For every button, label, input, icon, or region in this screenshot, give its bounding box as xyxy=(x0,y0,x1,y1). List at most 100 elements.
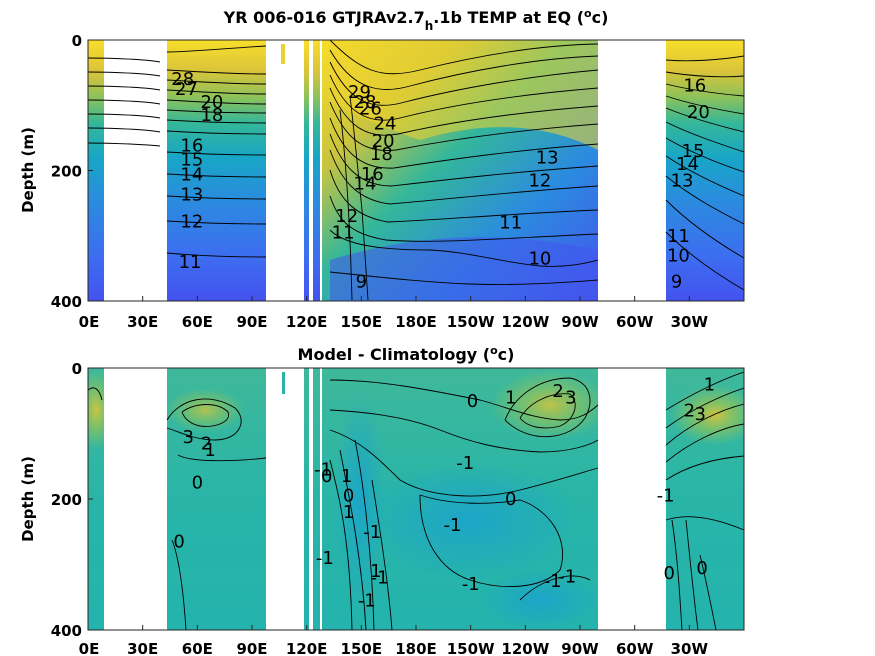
x-tick-label: 120E xyxy=(286,313,328,331)
contour-label: 2 xyxy=(552,381,563,402)
x-tick-label: 90E xyxy=(236,640,267,656)
x-tick-label: 30E xyxy=(127,313,158,331)
contour-label: 11 xyxy=(179,252,202,273)
x-tick-label: 30E xyxy=(127,640,158,656)
contour-label: 0 xyxy=(192,473,203,494)
x-tick-label: 180E xyxy=(395,640,437,656)
contour-label: 16 xyxy=(180,136,203,157)
x-tick-label: 30W xyxy=(671,313,709,331)
contour-label: 11 xyxy=(499,213,522,234)
contour-label: -1 xyxy=(443,515,461,536)
y-tick-label: 0 xyxy=(72,360,82,378)
x-tick-label: 180E xyxy=(395,313,437,331)
contour-label: 15 xyxy=(180,149,203,170)
x-tick-label: 120W xyxy=(501,313,549,331)
contour-label: 12 xyxy=(528,170,551,191)
contour-label: 10 xyxy=(528,249,551,270)
panel1-contour-labels: 2827201816151413121129282624201816141211… xyxy=(171,69,710,292)
y-tick-label: 0 xyxy=(72,32,82,50)
contour-label: 14 xyxy=(180,164,203,185)
x-tick-label: 90W xyxy=(561,640,599,656)
x-tick-label: 150E xyxy=(341,640,383,656)
panel1-contours xyxy=(88,40,744,301)
contour-label: 27 xyxy=(175,79,198,100)
contour-label: 0 xyxy=(467,391,478,412)
y-tick-label: 200 xyxy=(51,163,82,181)
y-tick-label: 200 xyxy=(51,491,82,509)
x-tick-label: 120E xyxy=(286,640,328,656)
contour-label: 2 xyxy=(201,433,212,454)
contour-label: 16 xyxy=(683,76,706,97)
contour-label: 3 xyxy=(182,427,193,448)
contour-label: 24 xyxy=(374,114,397,135)
panel1-y-ticks: 0 200 400 xyxy=(51,32,93,311)
x-tick-label: 30W xyxy=(671,640,709,656)
contour-label: 1 xyxy=(704,374,715,395)
contour-label: 28 xyxy=(354,92,377,113)
contour-label: -1 xyxy=(544,571,562,592)
x-tick-label: 0E xyxy=(79,640,100,656)
contour-label: 0 xyxy=(321,466,332,487)
y-tick-label: 400 xyxy=(51,293,82,311)
panel1-ylabel: Depth (m) xyxy=(19,127,37,213)
contour-label: 18 xyxy=(200,105,223,126)
contour-label: 0 xyxy=(664,563,675,584)
contour-label: 2 xyxy=(684,401,695,422)
x-tick-label: 60W xyxy=(616,640,654,656)
contour-label: 12 xyxy=(180,211,203,232)
contour-label: -1 xyxy=(558,566,576,587)
y-tick-label: 400 xyxy=(51,622,82,640)
contour-label: 13 xyxy=(180,185,203,206)
contour-label: 29 xyxy=(348,82,371,103)
x-tick-label: 90W xyxy=(561,313,599,331)
x-tick-label: 60E xyxy=(182,313,213,331)
contour-label: 9 xyxy=(356,271,367,292)
x-tick-label: 120W xyxy=(501,640,549,656)
contour-label: -1 xyxy=(371,568,389,589)
contour-label: 11 xyxy=(332,222,355,243)
contour-label: 16 xyxy=(361,164,384,185)
x-tick-label: 150W xyxy=(447,313,495,331)
x-tick-label: 90E xyxy=(236,313,267,331)
contour-label: -1 xyxy=(363,522,381,543)
contour-label: 13 xyxy=(536,147,559,168)
x-tick-label: 150E xyxy=(341,313,383,331)
panel2-title: Model - Climatology (oc) xyxy=(298,344,515,365)
contour-label: 14 xyxy=(676,154,699,175)
contour-label: 9 xyxy=(671,271,682,292)
panel1-field: 2827201816151413121129282624201816141211… xyxy=(88,40,744,301)
contour-label: 3 xyxy=(695,404,706,425)
x-tick-label: 60E xyxy=(182,640,213,656)
contour-label: 18 xyxy=(370,144,393,165)
panel2-ylabel: Depth (m) xyxy=(19,456,37,542)
contour-label: 1 xyxy=(505,387,516,408)
contour-label: 0 xyxy=(696,558,707,579)
panel-temperature: YR 006-016 GTJRAv2.7h.1b TEMP at EQ (oc) xyxy=(19,7,745,331)
contour-label: 0 xyxy=(505,489,516,510)
contour-label: -1 xyxy=(358,591,376,612)
contour-label: 11 xyxy=(667,226,690,247)
contour-label: 0 xyxy=(173,532,184,553)
contour-label: -1 xyxy=(462,574,480,595)
contour-label: 1 xyxy=(341,466,352,487)
contour-label: 1 xyxy=(343,502,354,523)
panel2-y-ticks: 0 200 400 xyxy=(51,360,93,640)
x-tick-label: 150W xyxy=(447,640,495,656)
x-tick-label: 0E xyxy=(79,313,100,331)
contour-label: 1 xyxy=(204,440,215,461)
contour-label: 0 xyxy=(343,486,354,507)
contour-label: 14 xyxy=(354,174,377,195)
panel2-contours xyxy=(88,371,744,630)
contour-label: -1 xyxy=(316,548,334,569)
contour-label: 10 xyxy=(667,245,690,266)
contour-label: 1 xyxy=(370,561,381,582)
contour-label: 28 xyxy=(171,69,194,90)
contour-label: -1 xyxy=(314,460,332,481)
panel1-title: YR 006-016 GTJRAv2.7h.1b TEMP at EQ (oc) xyxy=(223,7,609,34)
panel1-x-ticks: 0E 30E 60E 90E 120E 150E 180E 150W 120W 90W 60W 30W xyxy=(79,296,709,331)
contour-label: -1 xyxy=(456,453,474,474)
contour-label: -1 xyxy=(657,486,675,507)
contour-label: 12 xyxy=(335,206,358,227)
